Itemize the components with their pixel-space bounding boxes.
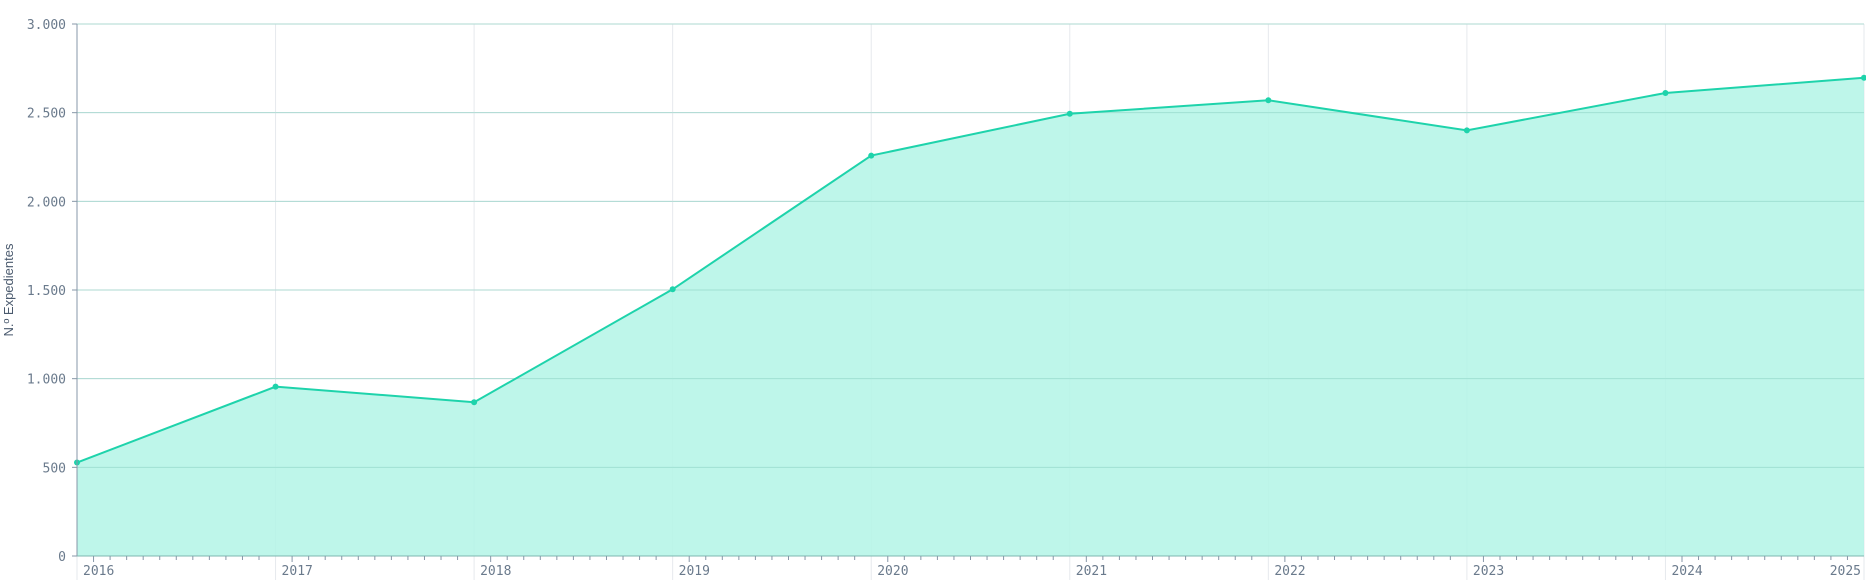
data-point	[669, 286, 676, 293]
x-tick-label: 2018	[480, 564, 511, 579]
y-tick-label: 2.500	[27, 107, 66, 122]
area-fill	[77, 77, 1864, 557]
y-axis-title: N.º Expedientes	[1, 243, 16, 336]
y-tick-label: 2.000	[27, 195, 66, 210]
data-point	[471, 399, 478, 406]
y-tick-label: 3.000	[27, 18, 66, 33]
x-tick-label: 2019	[679, 564, 710, 579]
data-point	[1265, 97, 1272, 104]
y-tick-label: 1.500	[27, 284, 66, 299]
data-point	[868, 152, 875, 159]
data-point	[1861, 74, 1866, 81]
area-layer	[74, 23, 1866, 557]
x-tick-label: 2016	[83, 564, 114, 579]
y-tick-label: 1.000	[27, 373, 66, 388]
x-tick-label: 2020	[877, 564, 908, 579]
y-tick-label: 500	[43, 461, 66, 476]
x-axis-tick-labels: 2016 2017 2018 2019 2020 2021 2022 2023 2024 2025	[83, 564, 1861, 579]
x-tick-label: 2025	[1830, 564, 1861, 579]
data-point	[1463, 127, 1470, 134]
data-point	[1066, 110, 1073, 117]
y-axis-tick-labels: 0 500 1.000 1.500 2.000 2.500 3.000	[27, 18, 66, 565]
x-tick-label: 2017	[282, 564, 313, 579]
x-tick-label: 2024	[1671, 564, 1702, 579]
data-point	[272, 383, 279, 390]
x-tick-label: 2021	[1076, 564, 1107, 579]
data-point	[1662, 89, 1669, 96]
y-tick-label: 0	[58, 550, 66, 565]
series-line	[76, 76, 1865, 464]
axes	[72, 23, 1864, 562]
x-tick-label: 2022	[1274, 564, 1305, 579]
x-tick-label: 2023	[1473, 564, 1504, 579]
